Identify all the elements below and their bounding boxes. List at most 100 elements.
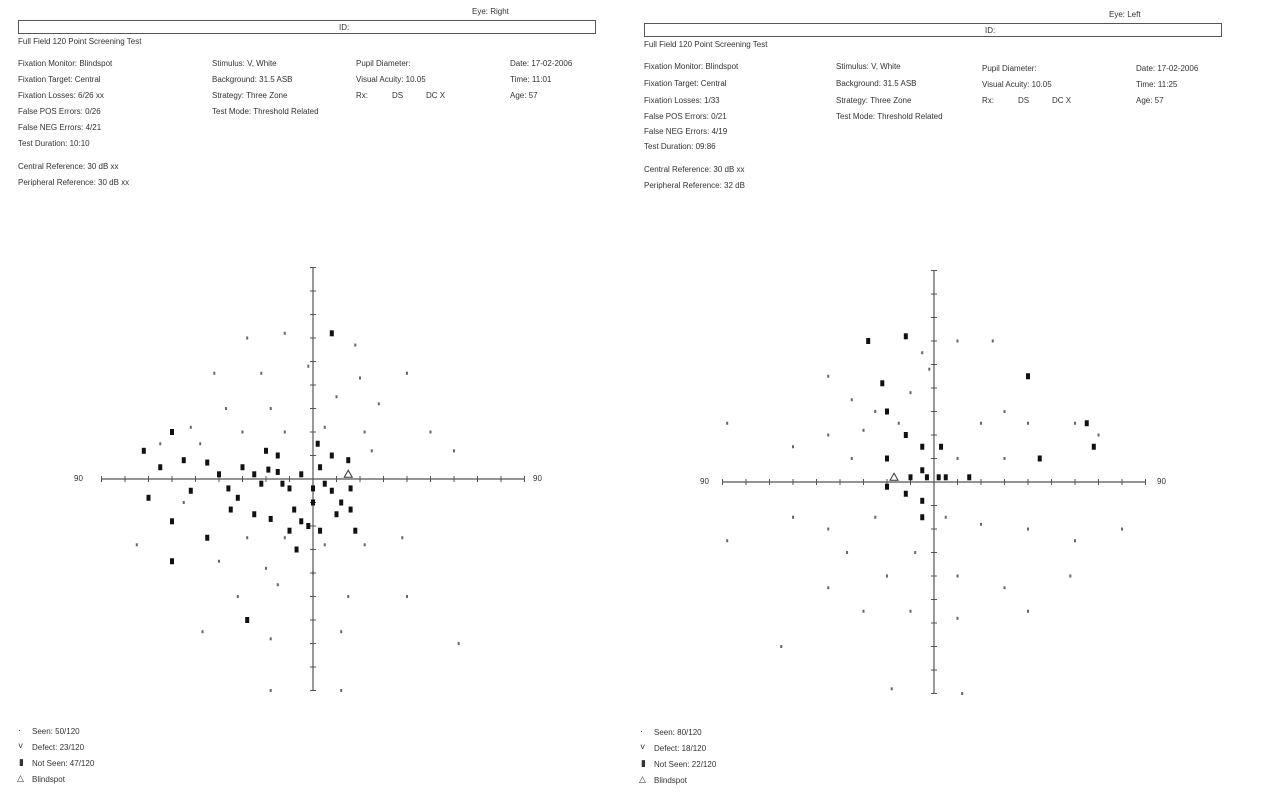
defect-point bbox=[363, 543, 366, 547]
defect-point bbox=[340, 689, 343, 692]
visual-field-plot bbox=[722, 270, 1146, 695]
not-seen-point bbox=[939, 443, 944, 450]
defect-point bbox=[265, 566, 267, 570]
defect-point bbox=[323, 425, 326, 429]
defect-point bbox=[886, 574, 888, 578]
eye-label: Eye: Left bbox=[1109, 10, 1141, 19]
legend-seen: Seen: 50/120 bbox=[32, 727, 80, 736]
defect-point bbox=[792, 445, 794, 449]
defect-point bbox=[874, 410, 877, 413]
defect-point bbox=[340, 630, 343, 634]
defect-point bbox=[956, 574, 959, 578]
false-neg-errors: False NEG Errors: 4/21 bbox=[18, 123, 102, 132]
defect-point bbox=[1121, 527, 1123, 531]
defect-point bbox=[1003, 410, 1006, 413]
defect-point bbox=[956, 339, 959, 343]
false-pos-errors: False POS Errors: 0/21 bbox=[644, 112, 727, 121]
rx-label: Rx: bbox=[356, 91, 368, 100]
defect-point bbox=[780, 645, 783, 648]
not-seen-point bbox=[348, 485, 353, 492]
not-seen-point bbox=[170, 429, 174, 435]
pupil-diameter: Pupil Diameter: bbox=[356, 59, 411, 68]
not-seen-point bbox=[866, 338, 871, 344]
defect-point bbox=[199, 442, 202, 446]
defect-point bbox=[1074, 421, 1076, 425]
not-seen-point bbox=[275, 468, 280, 475]
defect-point bbox=[312, 571, 314, 575]
stimulus: Stimulus: V, White bbox=[836, 62, 901, 71]
test-time: Time: 11:01 bbox=[510, 75, 552, 84]
defect-point bbox=[335, 395, 338, 399]
axis-label-left: 90 bbox=[700, 477, 709, 486]
strategy: Strategy: Three Zone bbox=[212, 91, 288, 100]
defect-point bbox=[862, 609, 865, 613]
defect-point bbox=[980, 421, 982, 425]
defect-point bbox=[850, 398, 853, 402]
defect-point bbox=[218, 559, 220, 563]
test-mode: Test Mode: Threshold Related bbox=[836, 112, 943, 121]
not-seen-point bbox=[322, 480, 327, 487]
defect-point bbox=[370, 449, 373, 453]
defect-mark-icon: ˅ bbox=[18, 741, 24, 751]
not-seen-point bbox=[329, 330, 334, 337]
legend-defect: Defect: 18/120 bbox=[654, 744, 707, 753]
fixation-losses: Fixation Losses: 1/33 bbox=[644, 96, 720, 105]
defect-point bbox=[260, 371, 263, 375]
not-seen-point bbox=[292, 506, 297, 513]
blindspot-triangle-icon: △ bbox=[17, 773, 24, 783]
not-seen-point bbox=[1026, 373, 1030, 380]
defect-point bbox=[944, 515, 947, 519]
defect-point bbox=[726, 539, 729, 543]
not-seen-point bbox=[205, 534, 210, 541]
false-neg-errors: False NEG Errors: 4/19 bbox=[644, 127, 728, 136]
defect-point bbox=[921, 351, 924, 355]
rx-ds: DS bbox=[392, 91, 404, 100]
defect-point bbox=[956, 616, 959, 620]
not-seen-point bbox=[920, 514, 925, 521]
test-name: Full Field 120 Point Screening Test bbox=[644, 40, 768, 49]
not-seen-point bbox=[245, 617, 250, 623]
defect-point bbox=[135, 543, 138, 547]
not-seen-point bbox=[311, 499, 315, 506]
defect-point bbox=[1097, 433, 1100, 437]
not-seen-point bbox=[329, 487, 334, 494]
axis-label-right: 90 bbox=[1157, 477, 1166, 486]
defect-point bbox=[1027, 609, 1029, 613]
defect-point bbox=[283, 536, 286, 540]
legend-blindspot: Blindspot bbox=[654, 776, 687, 785]
patient-age: Age: 57 bbox=[1136, 96, 1164, 105]
id-field: ID: bbox=[18, 20, 596, 34]
not-seen-point bbox=[170, 518, 174, 525]
not-seen-point bbox=[170, 558, 174, 565]
axis-label-right: 90 bbox=[533, 474, 542, 483]
not-seen-point bbox=[880, 380, 885, 387]
not-seen-point bbox=[311, 485, 315, 492]
not-seen-point bbox=[315, 440, 320, 447]
not-seen-point bbox=[181, 457, 186, 464]
legend-defect: Defect: 23/120 bbox=[32, 743, 85, 752]
fixation-target: Fixation Target: Central bbox=[644, 79, 727, 88]
not-seen-point bbox=[141, 447, 146, 454]
not-seen-point bbox=[240, 464, 245, 471]
not-seen-point bbox=[908, 474, 913, 481]
eye-label: Eye: Right bbox=[472, 7, 509, 16]
defect-point bbox=[189, 425, 192, 429]
not-seen-point bbox=[299, 518, 304, 525]
not-seen-point bbox=[205, 459, 210, 466]
not-seen-point bbox=[318, 464, 323, 471]
not-seen-point bbox=[903, 333, 908, 340]
test-time: Time: 11:25 bbox=[1136, 80, 1178, 89]
not-seen-point bbox=[266, 466, 271, 473]
defect-point bbox=[897, 421, 900, 425]
not-seen-mark-icon: ▮ bbox=[19, 757, 24, 767]
not-seen-point bbox=[226, 485, 231, 492]
test-mode: Test Mode: Threshold Related bbox=[212, 107, 319, 116]
rx-label: Rx: bbox=[982, 96, 994, 105]
not-seen-point bbox=[936, 474, 941, 481]
defect-point bbox=[269, 637, 272, 641]
defect-point bbox=[453, 449, 455, 453]
id-label: ID: bbox=[985, 26, 996, 35]
defect-point bbox=[429, 430, 432, 434]
not-seen-point bbox=[920, 467, 925, 474]
background: Background: 31.5 ASB bbox=[212, 75, 293, 84]
